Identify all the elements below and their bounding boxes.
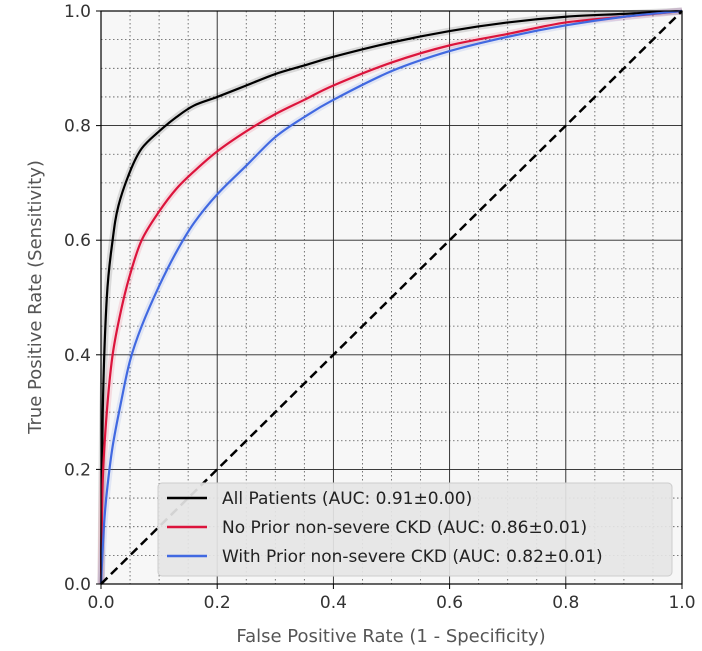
y-tick-label: 0.4	[64, 346, 91, 366]
y-tick-label: 1.0	[64, 2, 91, 22]
y-tick-label: 0.8	[64, 117, 91, 137]
y-tick-label: 0.2	[64, 460, 91, 480]
legend-box	[157, 482, 673, 577]
series-line-with-prior-ckd	[99, 9, 683, 585]
legend: All Patients (AUC: 0.91±0.00) No Prior n…	[157, 482, 673, 577]
x-tick-label: 0.6	[436, 593, 463, 613]
x-tick-label: 0.8	[552, 593, 579, 613]
x-tick-label: 0.0	[87, 593, 114, 613]
x-tick-label: 1.0	[668, 593, 695, 613]
y-tick-label: 0.0	[64, 575, 91, 595]
series-line-no-prior-ckd	[99, 9, 683, 585]
series-line-all-patients	[99, 9, 683, 585]
series-lines	[99, 9, 683, 585]
y-tick-label: 0.6	[64, 231, 91, 251]
x-tick-label: 0.4	[320, 593, 347, 613]
plot-frame	[100, 10, 683, 585]
legend-label-all-patients: All Patients (AUC: 0.91±0.00)	[222, 489, 472, 509]
tick-labels: 0.0 0.2 0.4 0.6 0.8 1.0 0.0 0.2 0.4 0.6 0.8 1.0	[64, 2, 696, 613]
x-axis-label: False Positive Rate (1 - Specificity)	[236, 626, 545, 647]
y-axis-label: True Positive Rate (Sensitivity)	[25, 160, 46, 435]
legend-label-with-prior-ckd: With Prior non-severe CKD (AUC: 0.82±0.0…	[222, 547, 603, 567]
x-tick-label: 0.2	[204, 593, 231, 613]
ticks	[96, 10, 683, 589]
legend-label-no-prior-ckd: No Prior non-severe CKD (AUC: 0.86±0.01)	[222, 518, 587, 538]
series-line-chance-diagonal	[100, 10, 683, 585]
